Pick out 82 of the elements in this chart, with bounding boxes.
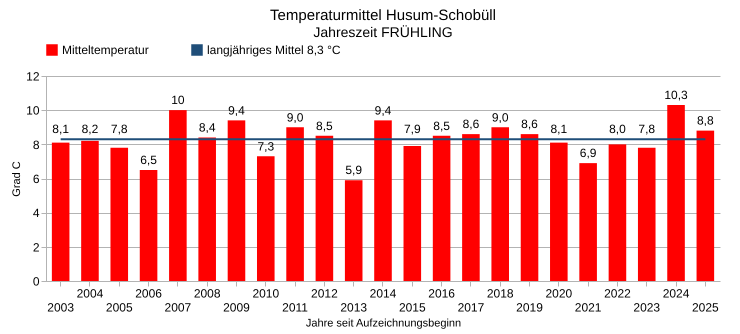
data-label: 8,5 [433,118,450,133]
data-label: 8,1 [550,122,568,136]
data-label: 9,0 [286,110,304,124]
data-label: 8,6 [521,117,538,132]
bar [286,127,304,281]
x-tick-label: 2022 [604,286,632,300]
bar [608,144,626,281]
x-tick-label: 2005 [106,300,133,314]
data-label: 9,4 [374,103,392,118]
x-tick-label: 2011 [282,300,308,314]
data-label: 7,8 [110,122,128,136]
bar [198,138,216,281]
data-label: 7,9 [404,122,421,136]
x-tick-label: 2017 [458,300,485,314]
x-tick-label: 2023 [633,300,660,314]
bar [169,110,187,281]
bar [374,120,392,281]
bar [110,148,128,281]
data-label: 10 [171,93,185,108]
data-label: 8,1 [52,122,70,136]
x-tick-label: 2021 [574,300,602,314]
bar [667,105,685,281]
data-label: 9,0 [492,110,509,124]
bar [140,170,158,281]
data-label: 7,3 [257,139,274,154]
x-tick-label: 2013 [340,300,368,314]
y-axis-title: Grad C [11,161,24,197]
bar [316,136,334,281]
x-tick-label: 2007 [164,300,192,314]
chart-subtitle: Jahreszeit FRÜHLING [313,24,453,40]
chart-title: Temperaturmittel Husum-Schobüll [270,7,496,24]
bar [344,180,362,281]
data-label: 9,4 [228,103,246,118]
data-label: 6,9 [580,146,597,160]
bar [462,134,480,281]
y-tick-label: 8 [32,138,40,152]
y-tick-label: 4 [32,206,40,220]
y-tick-label: 6 [32,172,40,186]
data-label: 8,0 [609,122,626,136]
bar [256,156,275,281]
x-tick-label: 2003 [47,300,74,314]
legend-label: Mitteltemperatur [62,43,149,57]
data-label: 7,8 [638,122,656,136]
data-label: 8,4 [198,120,216,134]
bar [579,163,597,281]
y-tick-label: 2 [32,240,40,254]
x-tick-label: 2014 [370,286,397,300]
bar [491,127,510,281]
bar [550,142,568,281]
bar [52,142,70,281]
x-tick-label: 2015 [398,300,426,314]
data-label: 5,9 [345,163,362,178]
bar [638,148,656,281]
data-label: 8,8 [697,114,714,128]
x-tick-label: 2012 [311,286,338,300]
bar [228,120,246,281]
y-tick-label: 10 [26,104,40,118]
bar [696,130,714,281]
bar [404,146,422,281]
bar [520,134,538,281]
x-axis-title: Jahre seit Aufzeichnungsbeginn [306,318,462,330]
x-tick-label: 2025 [692,300,720,314]
y-tick-label: 0 [32,274,40,288]
x-tick-label: 2019 [516,300,544,314]
x-tick-label: 2010 [252,286,280,300]
x-tick-label: 2009 [223,300,250,314]
bar [432,136,450,281]
x-tick-label: 2016 [428,286,456,300]
data-label: 10,3 [664,88,688,102]
x-tick-label: 2008 [194,286,221,300]
x-tick-label: 2004 [76,286,104,300]
data-label: 6,5 [140,152,158,167]
y-tick-label: 12 [26,70,40,84]
data-label: 8,2 [82,122,99,136]
x-tick-label: 2024 [662,286,690,300]
legend-label: langjähriges Mittel 8,3 °C [207,43,341,57]
x-tick-label: 2018 [486,286,514,300]
data-label: 8,6 [462,117,480,132]
x-tick-label: 2006 [135,286,162,300]
x-tick-label: 2020 [545,286,572,300]
bar [81,140,99,281]
data-label: 8,5 [316,118,334,133]
